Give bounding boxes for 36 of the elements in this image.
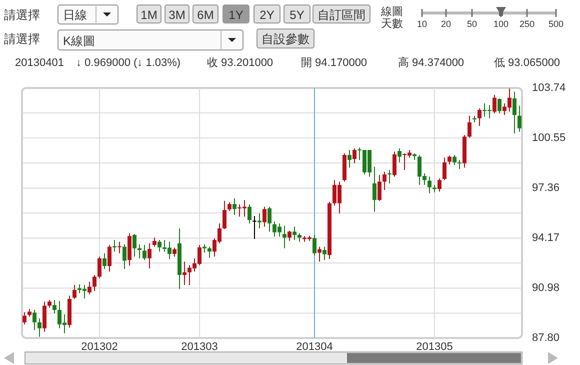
text: 500: [548, 19, 564, 29]
x-tick-label: 201305: [416, 341, 453, 353]
text: K線圖: [63, 34, 96, 48]
y-tick-label: 90.98: [532, 282, 560, 294]
text: 自設參數: [262, 32, 310, 46]
text: ↓ 0.969000 (↓ 1.03%): [76, 57, 181, 69]
text: 低 93.065000: [494, 57, 560, 69]
text: 開 94.170000: [301, 57, 368, 69]
x-tick-label: 201303: [181, 341, 218, 353]
y-tick-label: 87.80: [532, 332, 560, 344]
text: 6M: [197, 8, 214, 22]
y-tick-label: 97.36: [532, 182, 560, 194]
text: 100: [493, 19, 509, 29]
text: 5Y: [290, 8, 304, 22]
text: 1Y: [228, 8, 244, 22]
text: 3M: [168, 8, 186, 22]
text: 高 94.374000: [398, 56, 464, 69]
text: 自訂區間: [318, 8, 366, 22]
text: 2Y: [260, 8, 274, 22]
text: 請選擇: [4, 32, 40, 46]
x-tick-label: 201304: [296, 341, 333, 353]
text: 10: [416, 19, 428, 29]
text: 線圖: [380, 6, 403, 18]
text: 50: [466, 19, 478, 29]
text: 250: [519, 19, 535, 29]
text: 20: [440, 19, 452, 29]
text: 20130401: [15, 57, 64, 69]
y-tick-label: 100.55: [532, 132, 566, 144]
text: 收 93.201000: [207, 57, 274, 69]
y-tick-label: 94.17: [532, 232, 560, 244]
text: 天數: [381, 18, 403, 30]
text: 請選擇: [4, 8, 40, 22]
text: 日線: [63, 8, 87, 22]
y-tick-label: 103.74: [532, 82, 566, 94]
x-tick-label: 201302: [81, 341, 118, 353]
text: 1M: [140, 8, 158, 22]
